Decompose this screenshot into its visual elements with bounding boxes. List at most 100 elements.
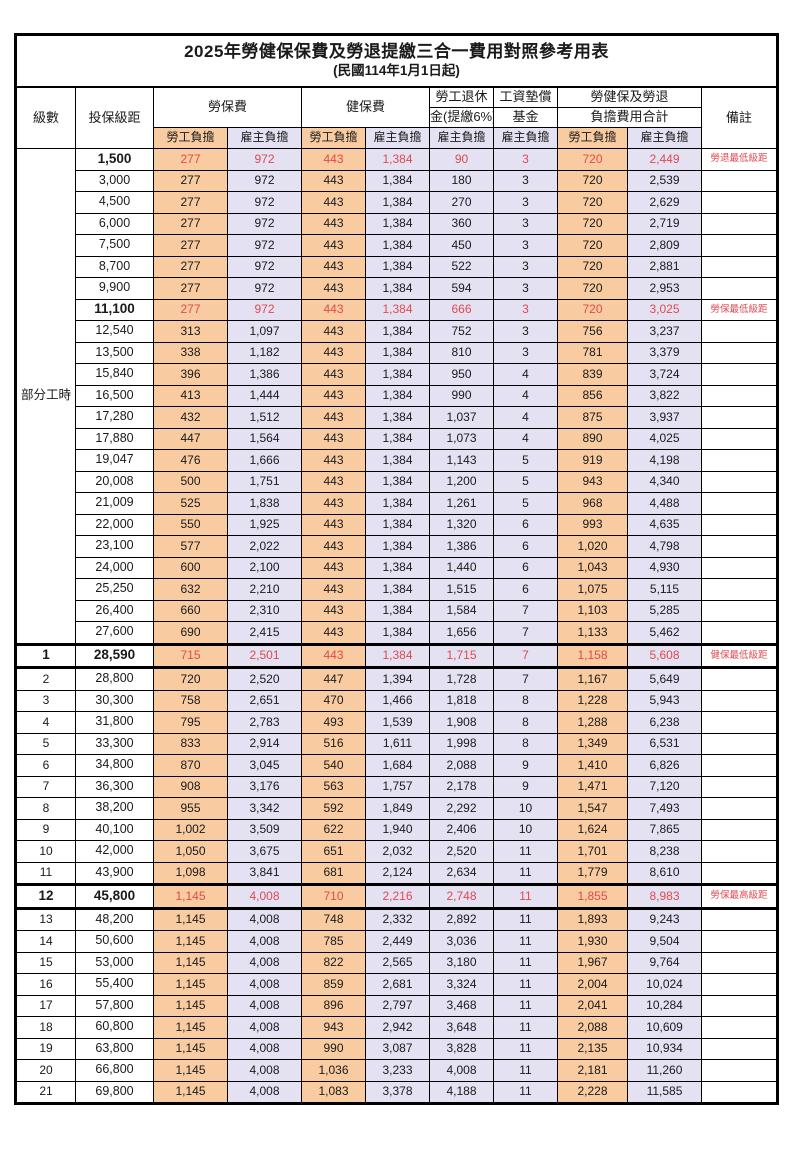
labor-employee-cell: 758 [153,689,228,712]
health-employer-cell: 1,384 [365,427,430,450]
health-employer-cell: 1,384 [365,212,430,235]
bracket-cell: 21,009 [75,492,154,515]
table-body: 部分工時 1,500 277 972 443 1,384 90 3 720 2,449 勞退最低級距… [15,148,779,1104]
pension-employer-cell: 1,143 [429,449,494,472]
wage-fund-employer-cell: 3 [493,212,558,235]
bracket-cell: 63,800 [75,1037,154,1060]
bracket-cell: 8,700 [75,255,154,278]
subheader-labor-employee: 勞工負擔 [153,127,228,149]
total-employer-cell: 5,285 [627,599,702,622]
total-employee-cell: 720 [557,212,628,235]
wage-fund-employer-cell: 7 [493,621,558,645]
health-employer-cell: 1,384 [365,363,430,386]
labor-employee-cell: 1,145 [153,907,228,931]
table-row: 9,900 277 972 443 1,384 594 3 720 2,953 [16,277,779,300]
remark-cell [700,1059,779,1082]
bracket-cell: 57,800 [75,994,154,1017]
total-employee-cell: 1,893 [557,907,628,931]
health-employer-cell: 2,565 [365,951,430,974]
total-employee-cell: 756 [557,320,628,343]
col-header-total-line2: 負擔費用合計 [557,107,702,128]
bracket-cell: 7,500 [75,234,154,257]
health-employee-cell: 443 [301,277,366,300]
level-cell: 15 [15,951,76,974]
remark-cell [700,470,779,493]
health-employer-cell: 1,684 [365,754,430,777]
level-cell: 5 [15,732,76,755]
bracket-cell: 3,000 [75,169,154,192]
remark-cell [700,1080,779,1104]
level-cell: 3 [15,689,76,712]
wage-fund-employer-cell: 11 [493,1016,558,1039]
labor-employer-cell: 1,386 [227,363,302,386]
wage-fund-employer-cell: 3 [493,148,558,171]
total-employer-cell: 3,937 [627,406,702,429]
table-row: 19 63,800 1,145 4,008 990 3,087 3,828 11 2,135 10… [15,1037,779,1060]
total-employer-cell: 9,243 [627,907,702,931]
pension-employer-cell: 1,037 [429,406,494,429]
pension-employer-cell: 3,036 [429,930,494,953]
total-employer-cell: 8,983 [627,883,702,910]
bracket-cell: 11,100 [75,298,154,321]
labor-employer-cell: 2,022 [227,535,302,558]
table-row: 25,250 632 2,210 443 1,384 1,515 6 1,075 5,115 [16,578,779,601]
health-employee-cell: 443 [301,556,366,579]
total-employer-cell: 2,881 [627,255,702,278]
table-row: 17,880 447 1,564 443 1,384 1,073 4 890 4,025 [16,427,779,450]
remark-cell [700,732,779,755]
health-employer-cell: 1,384 [365,148,430,171]
health-employee-cell: 443 [301,578,366,601]
wage-fund-employer-cell: 4 [493,427,558,450]
total-employer-cell: 2,539 [627,169,702,192]
bracket-cell: 28,590 [75,642,154,669]
pension-employer-cell: 2,178 [429,775,494,798]
bracket-cell: 66,800 [75,1059,154,1082]
table-row: 3 30,300 758 2,651 470 1,466 1,818 8 1,228 5,943 [15,689,779,712]
health-employer-cell: 1,940 [365,818,430,841]
labor-employer-cell: 972 [227,255,302,278]
total-employer-cell: 11,260 [627,1059,702,1082]
total-employee-cell: 856 [557,384,628,407]
table-row: 8 38,200 955 3,342 592 1,849 2,292 10 1,547 7,493 [15,797,779,820]
health-employee-cell: 447 [301,667,366,691]
health-employer-cell: 1,384 [365,277,430,300]
health-employee-cell: 443 [301,535,366,558]
total-employer-cell: 7,865 [627,818,702,841]
total-employer-cell: 2,953 [627,277,702,300]
health-employee-cell: 990 [301,1037,366,1060]
total-employer-cell: 3,025 [627,298,702,321]
labor-employer-cell: 2,310 [227,599,302,622]
table-row: 12,540 313 1,097 443 1,384 752 3 756 3,237 [16,320,779,343]
bracket-cell: 50,600 [75,930,154,953]
remark-cell [700,406,779,429]
total-employee-cell: 720 [557,277,628,300]
bracket-cell: 6,000 [75,212,154,235]
wage-fund-employer-cell: 6 [493,513,558,536]
table-row: 8,700 277 972 443 1,384 522 3 720 2,881 [16,255,779,278]
pension-employer-cell: 1,386 [429,535,494,558]
labor-employer-cell: 2,210 [227,578,302,601]
health-employee-cell: 1,036 [301,1059,366,1082]
labor-employer-cell: 1,666 [227,449,302,472]
health-employer-cell: 2,449 [365,930,430,953]
total-employee-cell: 1,624 [557,818,628,841]
remark-cell [700,994,779,1017]
total-employee-cell: 720 [557,148,628,171]
subheader-health-employee: 勞工負擔 [301,127,366,149]
wage-fund-employer-cell: 3 [493,191,558,214]
health-employee-cell: 516 [301,732,366,755]
health-employer-cell: 1,384 [365,384,430,407]
health-employee-cell: 443 [301,363,366,386]
wage-fund-employer-cell: 7 [493,599,558,622]
remark-cell [700,951,779,974]
health-employee-cell: 710 [301,883,366,910]
table-row: 5 33,300 833 2,914 516 1,611 1,998 8 1,349 6,531 [15,732,779,755]
health-employer-cell: 1,384 [365,621,430,645]
pension-employer-cell: 3,468 [429,994,494,1017]
total-employer-cell: 9,504 [627,930,702,953]
remark-cell [700,513,779,536]
pension-employer-cell: 3,828 [429,1037,494,1060]
bracket-cell: 4,500 [75,191,154,214]
total-employer-cell: 11,585 [627,1080,702,1104]
labor-employee-cell: 870 [153,754,228,777]
